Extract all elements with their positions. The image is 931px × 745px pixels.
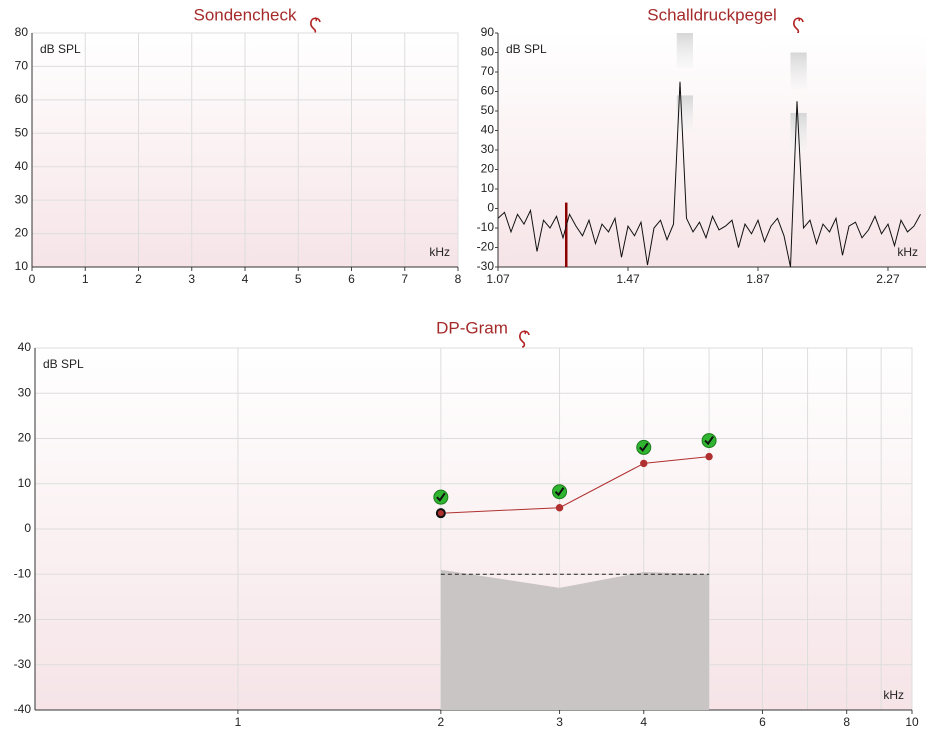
pass-icon — [701, 433, 717, 449]
y-tick-label: 0 — [487, 201, 494, 215]
y-tick-label: 20 — [15, 226, 29, 240]
noise-floor — [440, 569, 710, 710]
y-tick-label: 70 — [15, 59, 29, 73]
x-axis-label: kHz — [883, 688, 904, 702]
y-tick-label: -10 — [477, 220, 495, 234]
y-tick-label: 40 — [481, 123, 495, 137]
y-tick-label: 10 — [18, 476, 32, 490]
y-tick-label: -30 — [14, 657, 32, 671]
series-line — [440, 456, 710, 514]
target-box — [676, 33, 693, 69]
ear-icon — [793, 17, 804, 35]
x-tick-label: 2 — [135, 272, 142, 286]
y-axis-label: dB SPL — [40, 42, 81, 56]
y-tick-label: 20 — [481, 162, 495, 176]
series-line — [497, 81, 921, 268]
y-tick-label: 30 — [481, 142, 495, 156]
y-tick-label: 20 — [18, 431, 32, 445]
y-tick-label: -30 — [477, 259, 495, 273]
pass-icon-check — [704, 436, 714, 446]
x-tick-label: 5 — [295, 272, 302, 286]
x-tick-label: 4 — [640, 715, 647, 729]
pass-icon-check — [436, 492, 446, 502]
x-tick-label: 0 — [29, 272, 36, 286]
x-tick-label: 2.27 — [876, 272, 900, 286]
y-tick-label: 30 — [18, 385, 32, 399]
pass-icon-check — [554, 487, 565, 497]
y-tick-label: 60 — [481, 84, 495, 98]
y-tick-label: -20 — [14, 612, 32, 626]
y-tick-label: 10 — [15, 259, 29, 273]
data-point — [435, 508, 446, 519]
x-tick-label: 8 — [455, 272, 462, 286]
y-tick-label: 80 — [481, 45, 495, 59]
x-tick-label: 1 — [82, 272, 89, 286]
y-tick-label: 10 — [481, 181, 495, 195]
y-tick-label: 50 — [481, 103, 495, 117]
x-tick-label: 6 — [348, 272, 355, 286]
y-tick-label: 50 — [15, 125, 29, 139]
x-tick-label: 1.47 — [616, 272, 640, 286]
y-tick-label: 0 — [24, 521, 31, 535]
x-tick-label: 4 — [242, 272, 249, 286]
x-tick-label: 2 — [437, 715, 444, 729]
chart-title: Sondencheck — [193, 5, 297, 24]
y-axis-label: dB SPL — [506, 42, 547, 56]
y-tick-label: 30 — [15, 192, 29, 206]
data-point — [640, 459, 648, 468]
x-tick-label: 3 — [188, 272, 195, 286]
x-tick-label: 6 — [759, 715, 766, 729]
x-tick-label: 1.07 — [486, 272, 510, 286]
plot-area — [498, 33, 926, 267]
x-tick-label: 8 — [843, 715, 850, 729]
x-tick-label: 3 — [556, 715, 563, 729]
y-tick-label: -20 — [477, 240, 495, 254]
x-axis-label: kHz — [429, 245, 450, 259]
pass-icon — [552, 484, 568, 500]
y-tick-label: 60 — [15, 92, 29, 106]
pass-icon — [636, 439, 652, 455]
y-axis-label: dB SPL — [43, 357, 84, 371]
y-tick-label: -40 — [14, 702, 32, 716]
y-tick-label: -10 — [14, 566, 32, 580]
ear-icon — [519, 330, 530, 348]
data-point — [705, 452, 713, 461]
x-tick-label: 10 — [905, 715, 919, 729]
x-axis-label: kHz — [897, 245, 918, 259]
target-box — [790, 52, 807, 90]
x-tick-label: 1.87 — [746, 272, 770, 286]
pass-icon-check — [639, 442, 649, 452]
y-tick-label: 80 — [15, 25, 29, 39]
y-tick-label: 40 — [15, 159, 29, 173]
ear-icon — [310, 17, 321, 35]
y-tick-label: 90 — [481, 25, 495, 39]
x-tick-label: 7 — [401, 272, 408, 286]
y-tick-label: 40 — [18, 340, 32, 354]
pass-icon — [433, 489, 449, 505]
y-tick-label: 70 — [481, 64, 495, 78]
chart-title: DP-Gram — [436, 318, 508, 337]
chart-title: Schalldruckpegel — [647, 5, 776, 24]
x-tick-label: 1 — [235, 715, 242, 729]
data-point — [555, 504, 564, 512]
